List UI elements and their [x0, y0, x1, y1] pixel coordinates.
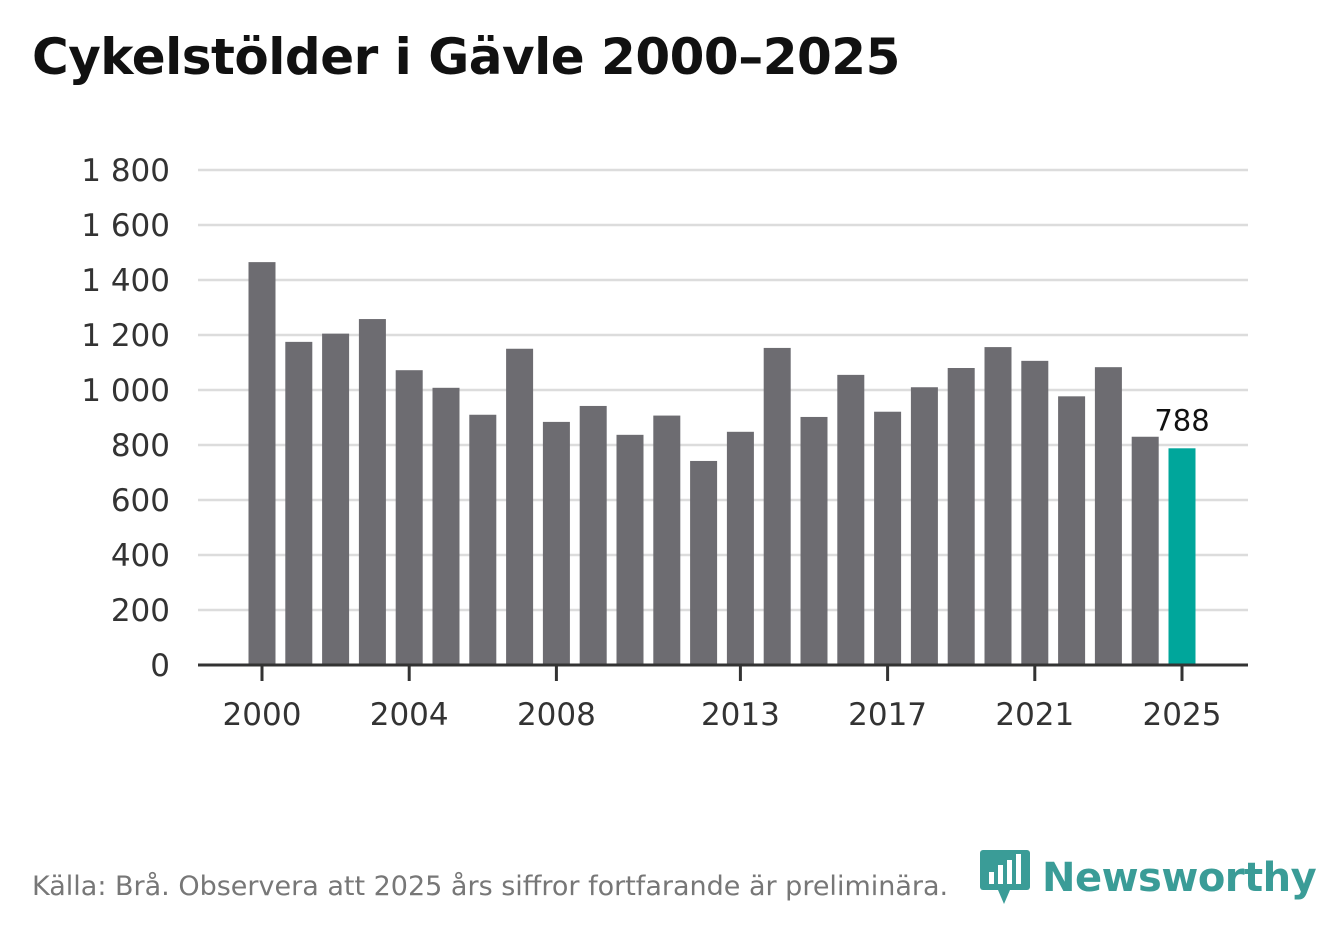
bar-2018 [910, 387, 938, 665]
bar-2003 [358, 319, 386, 665]
y-tick-label: 200 [111, 593, 170, 629]
newsworthy-logo: Newsworthy [980, 848, 1317, 908]
y-tick-label: 1 800 [81, 153, 170, 189]
bar-2013 [726, 431, 754, 665]
y-tick-label: 800 [111, 428, 170, 464]
y-tick-label: 400 [111, 538, 170, 574]
bar-2001 [285, 341, 313, 665]
x-axis-ticks: 2000 2004 2008 2013 2017 2021 2025 [223, 665, 1222, 733]
source-note: Källa: Brå. Observera att 2025 års siffr… [32, 871, 949, 902]
bar-2011 [653, 415, 681, 665]
bar-chart-speech-bubble-icon [980, 850, 1030, 904]
y-tick-label: 600 [111, 483, 170, 519]
x-tick-label: 2021 [995, 697, 1074, 733]
bar-2024 [1131, 436, 1159, 665]
bar-2006 [469, 414, 497, 665]
bar-2000 [248, 262, 276, 665]
bar-2015 [800, 416, 828, 665]
x-tick-label: 2017 [848, 697, 927, 733]
bar-2022 [1058, 396, 1086, 665]
y-axis-tick-labels: 0 200 400 600 800 1 000 1 200 1 400 1 600 1 800 [81, 153, 170, 684]
y-tick-label: 1 400 [81, 263, 170, 299]
bar-2020 [984, 347, 1012, 665]
x-tick-label: 2008 [517, 697, 596, 733]
data-label-2025: 788 [1154, 403, 1209, 437]
y-tick-label: 1 200 [81, 318, 170, 354]
bar-2007 [506, 348, 534, 665]
bar-2008 [542, 421, 570, 665]
bar-2004 [395, 370, 423, 665]
bar-2005 [432, 387, 460, 665]
y-tick-label: 1 600 [81, 208, 170, 244]
bar-chart: 0 200 400 600 800 1 000 1 200 1 400 1 600 1 800 2… [81, 153, 1248, 733]
data-labels: 788 [1154, 403, 1209, 437]
bars [248, 262, 1196, 665]
x-tick-label: 2025 [1143, 697, 1222, 733]
bar-2023 [1094, 367, 1122, 665]
x-tick-label: 2013 [701, 697, 780, 733]
bar-2016 [837, 374, 865, 665]
bar-2009 [579, 405, 607, 665]
bar-2021 [1021, 360, 1049, 665]
bar-2017 [874, 411, 902, 665]
chart-title: Cykelstölder i Gävle 2000–2025 [32, 28, 900, 86]
brand-name: Newsworthy [1042, 855, 1317, 901]
bar-2012 [690, 460, 718, 665]
bar-2014 [763, 347, 791, 665]
x-tick-label: 2000 [223, 697, 302, 733]
x-tick-label: 2004 [370, 697, 449, 733]
bar-2002 [322, 333, 350, 665]
y-tick-label: 0 [150, 648, 170, 684]
y-tick-label: 1 000 [81, 373, 170, 409]
bar-2010 [616, 434, 644, 665]
bar-2025 [1168, 448, 1196, 665]
bar-2019 [947, 368, 975, 665]
gridlines [198, 168, 1248, 612]
